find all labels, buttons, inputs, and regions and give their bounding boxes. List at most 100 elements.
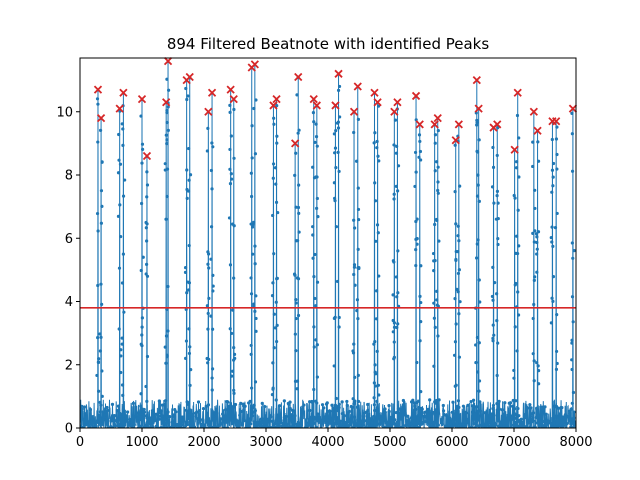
signal-point xyxy=(145,222,149,226)
signal-point xyxy=(551,299,555,303)
signal-point xyxy=(187,327,191,331)
signal-point xyxy=(496,236,500,241)
signal-point xyxy=(294,151,298,155)
signal-point xyxy=(475,120,479,125)
signal-point xyxy=(113,423,117,427)
x-axis: 0 1000 2000 3000 4000 5000 6000 7000 8000 xyxy=(76,428,593,450)
signal-point xyxy=(570,111,574,115)
signal-point xyxy=(186,94,190,98)
signal-point xyxy=(352,263,357,267)
signal-point xyxy=(275,323,279,327)
signal-point xyxy=(527,421,531,425)
signal-point xyxy=(396,189,400,193)
signal-point xyxy=(397,407,401,411)
signal-point xyxy=(340,412,344,416)
signal-point xyxy=(142,410,147,414)
signal-point xyxy=(351,397,355,401)
signal-point xyxy=(80,407,84,411)
signal-point xyxy=(260,401,264,405)
signal-point xyxy=(120,336,124,340)
signal-point xyxy=(205,304,209,308)
signal-point xyxy=(121,393,125,397)
signal-point xyxy=(536,159,541,163)
signal-point xyxy=(352,265,357,269)
signal-point xyxy=(503,401,507,405)
signal-point xyxy=(372,141,376,145)
signal-point xyxy=(335,121,340,125)
signal-point xyxy=(418,414,422,418)
signal-point xyxy=(123,178,127,182)
signal-point xyxy=(355,309,359,313)
signal-point xyxy=(476,183,480,187)
signal-point xyxy=(516,208,520,212)
signal-point xyxy=(550,168,555,172)
signal-point xyxy=(391,259,395,263)
signal-point xyxy=(271,361,275,365)
signal-point xyxy=(232,107,236,112)
signal-point xyxy=(228,327,232,331)
signal-point xyxy=(551,161,556,166)
signal-point xyxy=(137,424,142,428)
signal-point xyxy=(334,422,338,426)
signal-point xyxy=(568,412,572,416)
signal-point xyxy=(201,406,206,411)
signal-point xyxy=(224,420,229,424)
signal-point xyxy=(119,370,123,375)
signal-point xyxy=(515,234,519,238)
signal-point xyxy=(451,400,455,404)
signal-point xyxy=(535,235,539,239)
signal-point xyxy=(284,423,288,427)
signal-point xyxy=(140,325,144,329)
signal-point xyxy=(353,375,357,379)
signal-point xyxy=(292,409,296,413)
signal-point xyxy=(223,408,228,412)
signal-point xyxy=(332,364,336,368)
signal-point xyxy=(134,409,138,413)
signal-point xyxy=(352,272,356,277)
signal-point xyxy=(309,422,313,426)
signal-point xyxy=(232,156,236,160)
signal-point xyxy=(529,406,533,410)
peak-marker xyxy=(415,120,424,129)
signal-point xyxy=(513,407,517,411)
signal-point xyxy=(187,281,192,285)
signal-point xyxy=(356,207,361,212)
signal-point xyxy=(121,127,125,131)
signal-point xyxy=(295,379,300,383)
signal-point xyxy=(128,417,132,422)
signal-point xyxy=(432,268,436,273)
signal-point xyxy=(229,134,233,138)
signal-point xyxy=(424,420,428,424)
signal-point xyxy=(315,196,319,201)
signal-point xyxy=(492,333,496,337)
signal-point xyxy=(139,392,143,396)
signal-point xyxy=(232,405,236,409)
signal-point xyxy=(504,418,508,422)
signal-point xyxy=(354,159,359,163)
signal-point xyxy=(311,233,315,237)
signal-point xyxy=(209,257,213,261)
signal-point xyxy=(211,145,215,149)
signal-point xyxy=(96,336,100,340)
signal-point xyxy=(271,387,275,391)
signal-point xyxy=(415,360,419,365)
signal-point xyxy=(196,400,201,404)
peak-marker xyxy=(142,151,152,161)
signal-point xyxy=(175,422,179,427)
signal-point xyxy=(517,414,521,418)
signal-point xyxy=(432,301,436,305)
signal-point xyxy=(535,406,539,410)
signal-point xyxy=(536,364,540,368)
signal-point xyxy=(333,315,337,320)
signal-point xyxy=(84,423,88,427)
peak-marker xyxy=(309,94,318,104)
signal-point xyxy=(491,336,495,340)
signal-point xyxy=(194,414,198,418)
signal-point xyxy=(288,400,292,404)
signal-point xyxy=(121,252,125,256)
signal-point xyxy=(254,98,258,102)
signal-point xyxy=(550,190,554,194)
signal-point xyxy=(96,413,100,417)
signal-point xyxy=(263,414,268,418)
signal-point xyxy=(453,297,457,301)
